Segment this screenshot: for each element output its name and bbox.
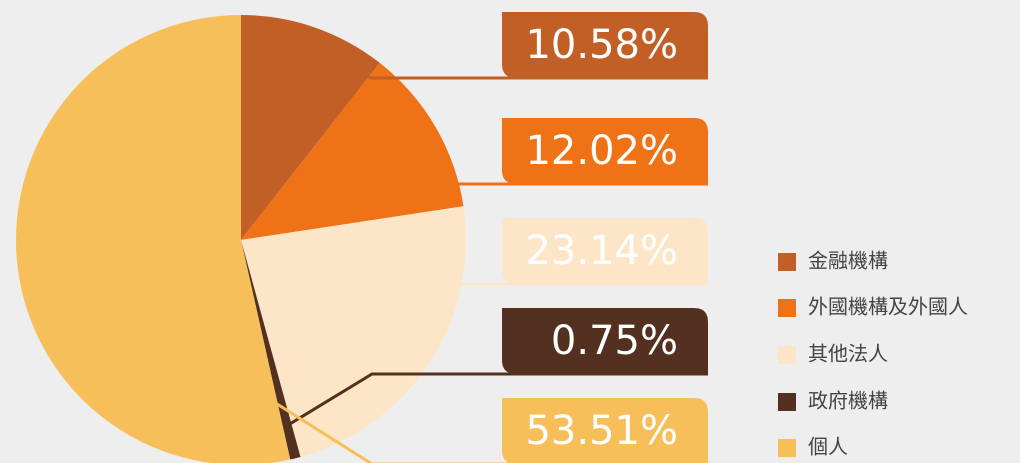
legend-swatch [778,253,796,271]
label-box [502,218,708,284]
value-label: 53.51% [525,408,678,454]
legend-label: 政府機構 [808,389,888,413]
value-label: 23.14% [525,228,678,274]
label-box [502,12,708,78]
value-label: 0.75% [551,318,678,364]
legend-swatch [778,346,796,364]
pie-slice [16,15,291,463]
legend-label: 金融機構 [808,249,888,273]
label-box [502,118,708,184]
label-box [502,308,708,374]
label-box [502,398,708,463]
pie-slice [241,206,466,457]
leader-line [50,259,708,463]
legend-label: 個人 [808,435,848,459]
legend-swatch [778,439,796,457]
pie-slice [241,240,301,460]
value-label: 10.58% [525,22,678,68]
legend-label: 其他法人 [808,342,888,366]
legend-label: 外國機構及外國人 [808,295,968,319]
value-label: 12.02% [525,128,678,174]
pie-slice [241,62,464,240]
legend-swatch [778,393,796,411]
legend-swatch [778,299,796,317]
